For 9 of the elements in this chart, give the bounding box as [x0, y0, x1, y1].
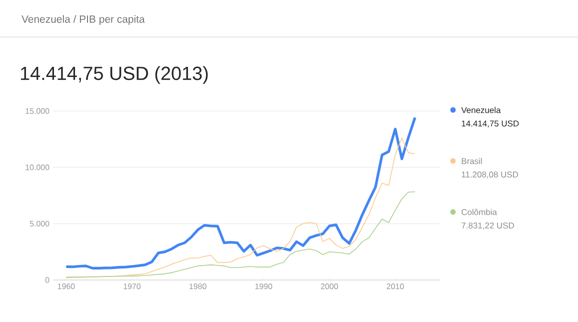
chart-subtitle: 14.414,75 USD (2013) [20, 66, 208, 84]
chart-title: Venezuela / PIB per capita [22, 15, 145, 25]
line-series [64, 116, 416, 270]
legend-label: Venezuela [461, 106, 501, 114]
text: 7.831,22 USD [462, 222, 514, 230]
text: 14.414,75 USD [462, 120, 519, 128]
legend-label: Brasil [462, 158, 482, 164]
text: 11.208,08 USD [462, 172, 518, 178]
legend-label: Colômbia [462, 208, 497, 216]
